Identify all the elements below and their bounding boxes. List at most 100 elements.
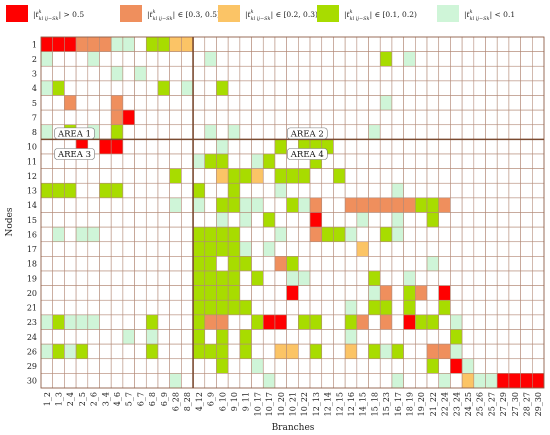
heatmap-cell [520, 256, 533, 272]
heatmap-cell [379, 51, 393, 67]
heatmap-cell [368, 285, 381, 301]
heatmap-cell [461, 124, 475, 140]
heatmap-cell [87, 329, 100, 345]
heatmap-cell [356, 95, 369, 111]
heatmap-cell [286, 270, 299, 286]
heatmap-cell [438, 314, 451, 330]
heatmap-cell [379, 256, 393, 272]
heatmap-cell [157, 65, 170, 82]
heatmap-cell [227, 226, 241, 243]
heatmap-cell [356, 197, 369, 213]
heatmap-cell [64, 212, 77, 228]
heatmap-cell [356, 212, 369, 228]
heatmap-cell [239, 197, 252, 213]
column-tick-label: 14_15 [359, 392, 368, 416]
heatmap-cell [87, 373, 100, 389]
legend-item: |tk kl ij−Sk| ∈ [0.2, 0.3) [218, 5, 318, 22]
heatmap-cell [40, 80, 53, 96]
heatmap-cell [169, 329, 182, 345]
heatmap-cell [344, 329, 358, 345]
heatmap-cell [110, 197, 124, 213]
heatmap-cell [64, 51, 77, 67]
heatmap-cell [531, 109, 545, 126]
column-tick-label: 6_28 [172, 392, 181, 411]
heatmap-cell [145, 153, 159, 169]
heatmap-cell [251, 256, 264, 272]
heatmap-cell [239, 314, 252, 330]
heatmap-cell [204, 65, 217, 82]
heatmap-cell [461, 153, 475, 169]
heatmap-cell [157, 168, 170, 184]
heatmap-cell [356, 51, 369, 67]
heatmap-cell [239, 124, 252, 140]
heatmap-cell [145, 373, 159, 389]
heatmap-cell [181, 343, 194, 360]
heatmap-cell [461, 256, 475, 272]
heatmap-cell [426, 270, 440, 286]
heatmap-cell [298, 51, 311, 67]
heatmap-cell [520, 153, 533, 169]
heatmap-cell [122, 373, 135, 389]
heatmap-cell [204, 285, 217, 301]
heatmap-cell [450, 329, 463, 345]
heatmap-cell [134, 51, 147, 67]
heatmap-cell [368, 373, 381, 389]
heatmap-cell [531, 299, 545, 316]
heatmap-cell [227, 358, 241, 374]
heatmap-cell [356, 241, 369, 257]
heatmap-cell [415, 182, 428, 199]
heatmap-cell [438, 124, 451, 140]
heatmap-cell [157, 212, 170, 228]
heatmap-cell [356, 256, 369, 272]
heatmap-cell [110, 139, 124, 155]
heatmap-cell [110, 299, 124, 316]
heatmap-cell [461, 212, 475, 228]
heatmap-cell [379, 270, 393, 286]
heatmap-cell [110, 124, 124, 140]
heatmap-cell [333, 226, 346, 243]
heatmap-cell [145, 109, 159, 126]
heatmap-cell [531, 358, 545, 374]
heatmap-cell [391, 139, 404, 155]
heatmap-cell [169, 314, 182, 330]
heatmap-cell [333, 314, 346, 330]
heatmap-cell [473, 80, 486, 96]
heatmap-cell [239, 226, 252, 243]
heatmap-cell [216, 285, 229, 301]
heatmap-cell [368, 241, 381, 257]
heatmap-cell [122, 109, 135, 126]
heatmap-cell [145, 65, 159, 82]
heatmap-cell [426, 65, 440, 82]
heatmap-cell [75, 51, 89, 67]
column-tick-label: 27_29 [499, 392, 508, 416]
heatmap-cell [321, 314, 334, 330]
heatmap-cell [157, 314, 170, 330]
heatmap-cell [473, 358, 486, 374]
heatmap-cell [169, 80, 182, 96]
heatmap-cell [333, 95, 346, 111]
heatmap-cell [508, 80, 521, 96]
heatmap-cell [391, 197, 404, 213]
heatmap-cell [403, 270, 416, 286]
heatmap-cell [531, 182, 545, 199]
heatmap-cell [496, 285, 510, 301]
heatmap-cell [239, 358, 252, 374]
heatmap-cell [426, 182, 440, 199]
heatmap-cell [520, 299, 533, 316]
heatmap-cell [110, 314, 124, 330]
heatmap-cell [403, 226, 416, 243]
heatmap-cell [181, 168, 194, 184]
heatmap-cell [145, 182, 159, 199]
heatmap-cell [403, 373, 416, 389]
heatmap-cell [344, 256, 358, 272]
legend-swatch [120, 5, 142, 22]
heatmap-cell [52, 285, 65, 301]
heatmap-cell [75, 343, 89, 360]
heatmap-cell [239, 373, 252, 389]
heatmap-cell [496, 36, 510, 52]
heatmap-cell [461, 314, 475, 330]
heatmap-cell [333, 182, 346, 199]
heatmap-cell [134, 285, 147, 301]
heatmap-cell [298, 95, 311, 111]
heatmap-cell [403, 95, 416, 111]
